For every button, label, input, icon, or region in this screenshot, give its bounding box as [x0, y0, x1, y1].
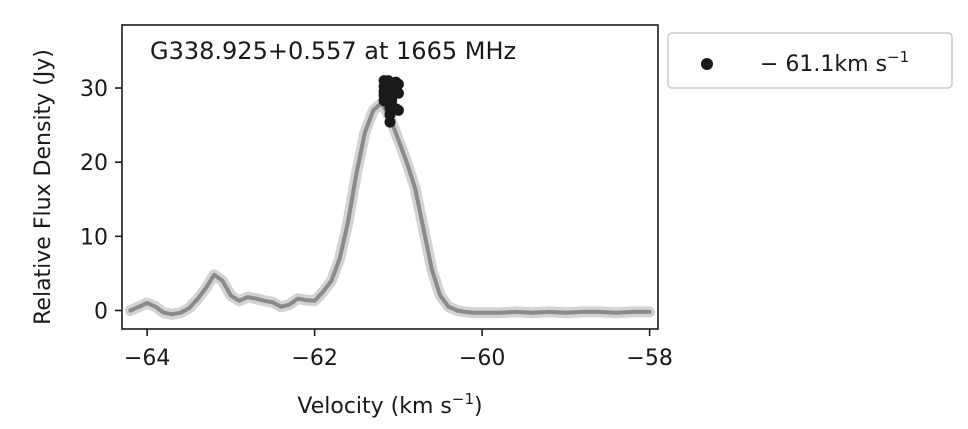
- data-point: [392, 104, 404, 116]
- x-tick-label: −60: [459, 346, 505, 371]
- legend-marker: [701, 58, 713, 70]
- legend-box: [667, 32, 953, 89]
- x-tick-label: −62: [291, 346, 337, 371]
- x-tick-label: −58: [626, 346, 672, 371]
- legend-label-main: − 61.1km s: [760, 52, 887, 77]
- legend-label-sup: −1: [887, 48, 909, 66]
- chart-title: G338.925+0.557 at 1665 MHz: [150, 37, 516, 65]
- plot-frame: [121, 24, 659, 330]
- x-axis-label-sup: −1: [452, 390, 474, 408]
- x-axis-label: Velocity (km s−1): [297, 390, 482, 419]
- series-line-0: [128, 100, 652, 317]
- data-point: [384, 116, 396, 128]
- y-tick-label: 20: [80, 151, 108, 176]
- x-axis-label-main: Velocity (km s: [297, 394, 452, 419]
- legend: − 61.1km s−1: [667, 32, 953, 89]
- y-tick-label: 10: [80, 225, 108, 250]
- series-layer: [124, 97, 656, 320]
- y-axis-label: Relative Flux Density (Jy): [31, 49, 56, 325]
- ticks-layer: −64 −62 −60 −58 0 10 20 30: [80, 77, 673, 371]
- y-tick-label: 0: [94, 299, 108, 324]
- points-layer: [378, 75, 404, 128]
- data-point: [392, 78, 404, 90]
- y-tick-label: 30: [80, 77, 108, 102]
- x-axis-label-end: ): [474, 394, 483, 419]
- x-tick-label: −64: [124, 346, 170, 371]
- legend-label: − 61.1km s−1: [760, 48, 909, 77]
- data-point: [392, 87, 404, 99]
